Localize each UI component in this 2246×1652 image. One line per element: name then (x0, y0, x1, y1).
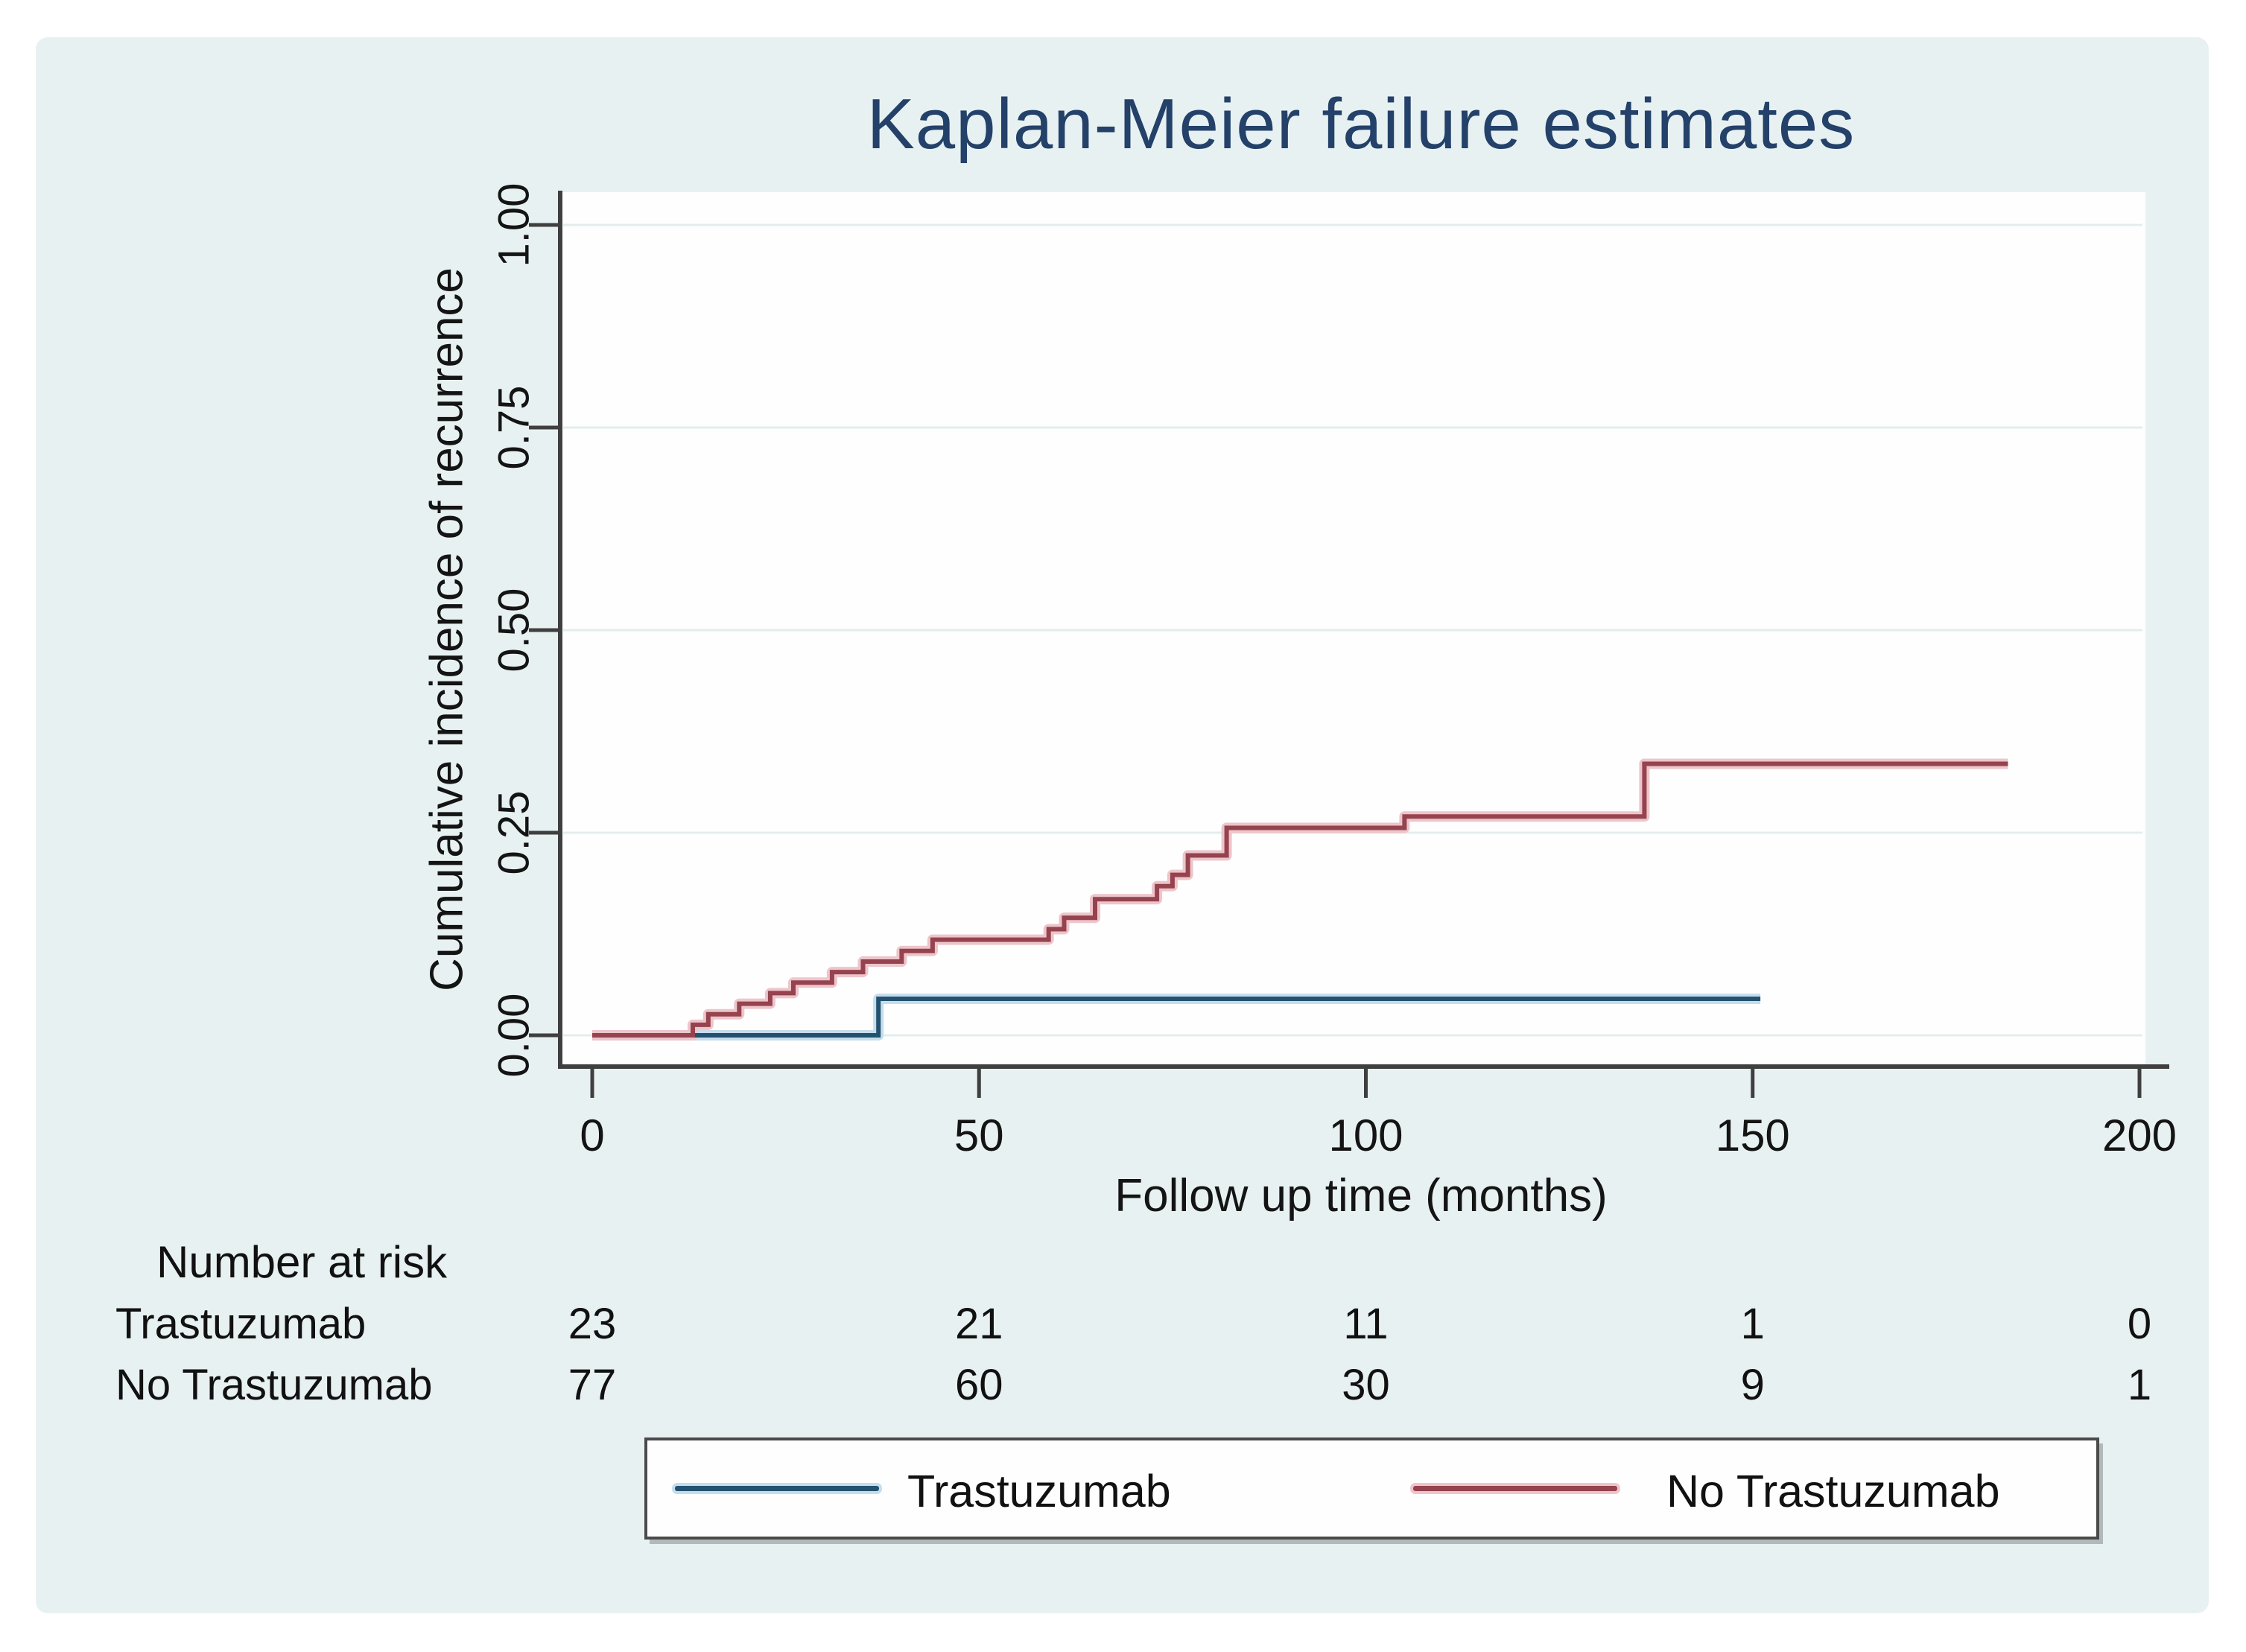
risk-row-label-no-trastuzumab: No Trastuzumab (115, 1361, 433, 1409)
chart-title: Kaplan-Meier failure estimates (866, 84, 1856, 164)
y-tick-label-1.00: 1.00 (489, 182, 539, 267)
y-tick-label-0.50: 0.50 (489, 588, 539, 673)
risk-value-no-trastuzumab-t200: 1 (2127, 1361, 2152, 1409)
y-tick-label-0.00: 0.00 (489, 993, 539, 1078)
x-tick-label-0: 0 (580, 1111, 605, 1160)
risk-value-no-trastuzumab-t100: 30 (1342, 1361, 1390, 1409)
risk-value-trastuzumab-t100: 11 (1343, 1300, 1389, 1348)
risk-value-trastuzumab-t150: 1 (1740, 1300, 1765, 1348)
legend-line-no-trastuzumab (1413, 1486, 1617, 1491)
x-tick-label-200: 200 (2101, 1111, 2177, 1160)
risk-value-trastuzumab-t0: 23 (568, 1300, 617, 1348)
legend-line-trastuzumab (675, 1486, 879, 1491)
y-axis-title-text: Cumulative incidence of recurrence (421, 267, 473, 991)
y-tick-label-0.75: 0.75 (489, 385, 539, 470)
x-tick-label-50: 50 (954, 1111, 1004, 1160)
x-tick-label-100: 100 (1328, 1111, 1403, 1160)
legend-label-no-trastuzumab: No Trastuzumab (1666, 1466, 2000, 1516)
series-path-no-trastuzumab (592, 761, 2008, 1038)
legend: Trastuzumab No Trastuzumab (644, 1437, 2099, 1540)
risk-value-no-trastuzumab-t0: 77 (568, 1361, 617, 1409)
risk-row-label-trastuzumab: Trastuzumab (115, 1300, 367, 1348)
x-axis-title: Follow up time (months) (1114, 1170, 1608, 1221)
risk-value-trastuzumab-t50: 21 (954, 1300, 1003, 1348)
risk-table-header: Number at risk (156, 1237, 448, 1287)
x-tick-label-150: 150 (1715, 1111, 1790, 1160)
series-path-trastuzumab (592, 997, 1761, 1038)
legend-label-trastuzumab: Trastuzumab (907, 1466, 1171, 1516)
y-tick-label-0.25: 0.25 (489, 790, 539, 875)
risk-value-no-trastuzumab-t50: 60 (954, 1361, 1003, 1409)
risk-value-no-trastuzumab-t150: 9 (1740, 1361, 1765, 1409)
risk-value-trastuzumab-t200: 0 (2127, 1300, 2152, 1348)
